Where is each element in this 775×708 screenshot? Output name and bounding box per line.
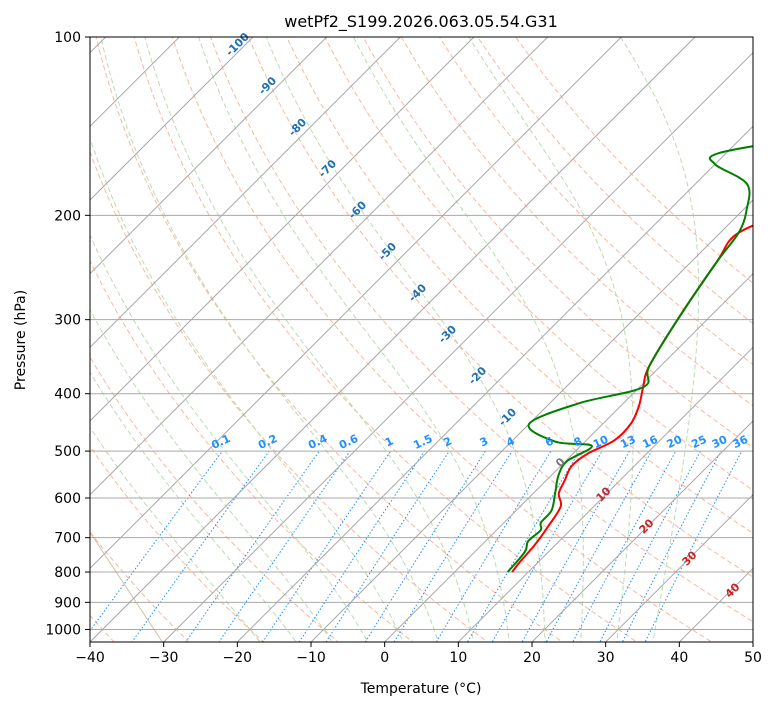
isotherm-line — [90, 37, 475, 422]
x-tick-label: −30 — [149, 650, 179, 666]
moist-adiabat-line — [90, 426, 261, 642]
mixing-ratio-line — [364, 450, 486, 642]
isotherm-line — [90, 37, 696, 642]
mixing-ratio-line — [491, 450, 603, 642]
isotherm-line — [90, 37, 623, 570]
axes: −40 −30 −20 −10 0 10 20 30 40 50 100 200 300 400 500 60… — [45, 30, 762, 666]
isotherm-line — [457, 346, 753, 642]
y-tick-label: 400 — [54, 387, 81, 403]
moist-adiabat-line — [90, 371, 297, 642]
y-tick-label: 700 — [54, 531, 81, 547]
x-tick-label: 20 — [523, 650, 541, 666]
mixing-ratio-line — [393, 450, 513, 642]
x-tick-label: 30 — [597, 650, 615, 666]
mixing-ratio-line — [131, 450, 270, 642]
dry-adiabat-line — [400, 37, 753, 407]
dry-adiabat-line — [477, 37, 753, 325]
dewpoint-trace — [506, 145, 753, 573]
dry-adiabat-line — [90, 150, 489, 642]
x-tick-label: 50 — [744, 650, 762, 666]
plot-frame — [89, 36, 754, 643]
dry-adiabat-line — [209, 37, 753, 623]
mixing-ratio-line — [621, 450, 722, 642]
x-tick-label: −40 — [75, 650, 105, 666]
mixing-ratio-line — [644, 450, 743, 642]
y-tick-label: 1000 — [45, 622, 81, 638]
chart-title: wetPf2_S199.2026.063.05.54.G31 — [284, 12, 558, 32]
moist-adiabat-line — [90, 136, 404, 642]
isotherm-line — [383, 272, 753, 642]
y-tick-label: 100 — [54, 30, 81, 46]
x-tick-label: 10 — [449, 650, 467, 666]
dry-adiabat-line — [171, 37, 713, 642]
y-axis-title: Pressure (hPa) — [13, 290, 29, 390]
moist-adiabat-line — [90, 233, 369, 642]
mixing-ratio-line — [262, 450, 392, 642]
dry-adiabat-line — [133, 37, 638, 642]
isotherm-line — [90, 37, 254, 201]
dry-adiabat-line — [362, 37, 753, 449]
dry-adiabat-line — [90, 531, 190, 642]
mixing-ratio-label: 30 — [710, 433, 730, 451]
isotherm-line — [162, 51, 753, 642]
moist-adiabat-line — [352, 37, 584, 642]
moist-adiabat-line — [619, 37, 700, 642]
moist-adiabat-line — [468, 37, 634, 642]
x-tick-label: −10 — [296, 650, 326, 666]
isotherm-line — [0, 10, 59, 654]
mixing-ratio-line — [435, 450, 552, 642]
mixing-ratio-label: 16 — [640, 433, 660, 451]
isotherm-line — [236, 125, 753, 642]
mixing-ratio-label: 36 — [731, 433, 751, 451]
x-tick-label: 0 — [380, 650, 389, 666]
dry-adiabat-line — [286, 37, 753, 534]
isotherm-line — [604, 493, 753, 642]
mixing-ratio-line — [218, 450, 351, 642]
isotherm-line — [90, 37, 402, 349]
background-grid — [0, 10, 753, 654]
x-tick-label: 40 — [670, 650, 688, 666]
y-tick-label: 800 — [54, 565, 81, 581]
dry-adiabat-line — [248, 37, 753, 578]
mixing-ratio-line — [545, 450, 653, 642]
moist-adiabat-line — [90, 308, 333, 642]
mixing-ratio-line — [325, 450, 450, 642]
isotherm-line — [90, 37, 181, 128]
y-tick-label: 300 — [54, 313, 81, 329]
mixing-ratio-label: 10 — [591, 433, 611, 451]
moist-adiabat-line — [100, 37, 440, 642]
plot-area — [90, 37, 753, 642]
dry-adiabat-line — [90, 259, 414, 642]
mixing-ratio-label: 20 — [665, 433, 685, 451]
tan-reference-curve — [90, 531, 164, 642]
mixing-ratio-label: 13 — [618, 433, 637, 451]
x-axis-title: Temperature (°C) — [360, 681, 482, 697]
isotherm-line — [90, 37, 328, 275]
y-tick-label: 200 — [54, 208, 81, 224]
isotherm-line — [90, 37, 549, 496]
y-tick-label: 900 — [54, 595, 81, 611]
moist-adiabat-line — [265, 37, 546, 642]
moist-adiabat-line — [144, 37, 475, 642]
dry-adiabat-line — [90, 445, 265, 642]
sounding-traces — [506, 145, 753, 573]
x-tick-label: −20 — [223, 650, 253, 666]
mixing-ratio-line — [185, 450, 320, 642]
isotherm-line — [531, 420, 753, 642]
temperature-trace — [511, 224, 753, 573]
y-tick-label: 500 — [54, 444, 81, 460]
y-tick-label: 600 — [54, 491, 81, 507]
moist-adiabat-line — [198, 37, 510, 642]
mixing-ratio-line — [521, 450, 630, 642]
isotherm-line — [310, 199, 753, 642]
mixing-ratio-label: 25 — [689, 433, 708, 451]
